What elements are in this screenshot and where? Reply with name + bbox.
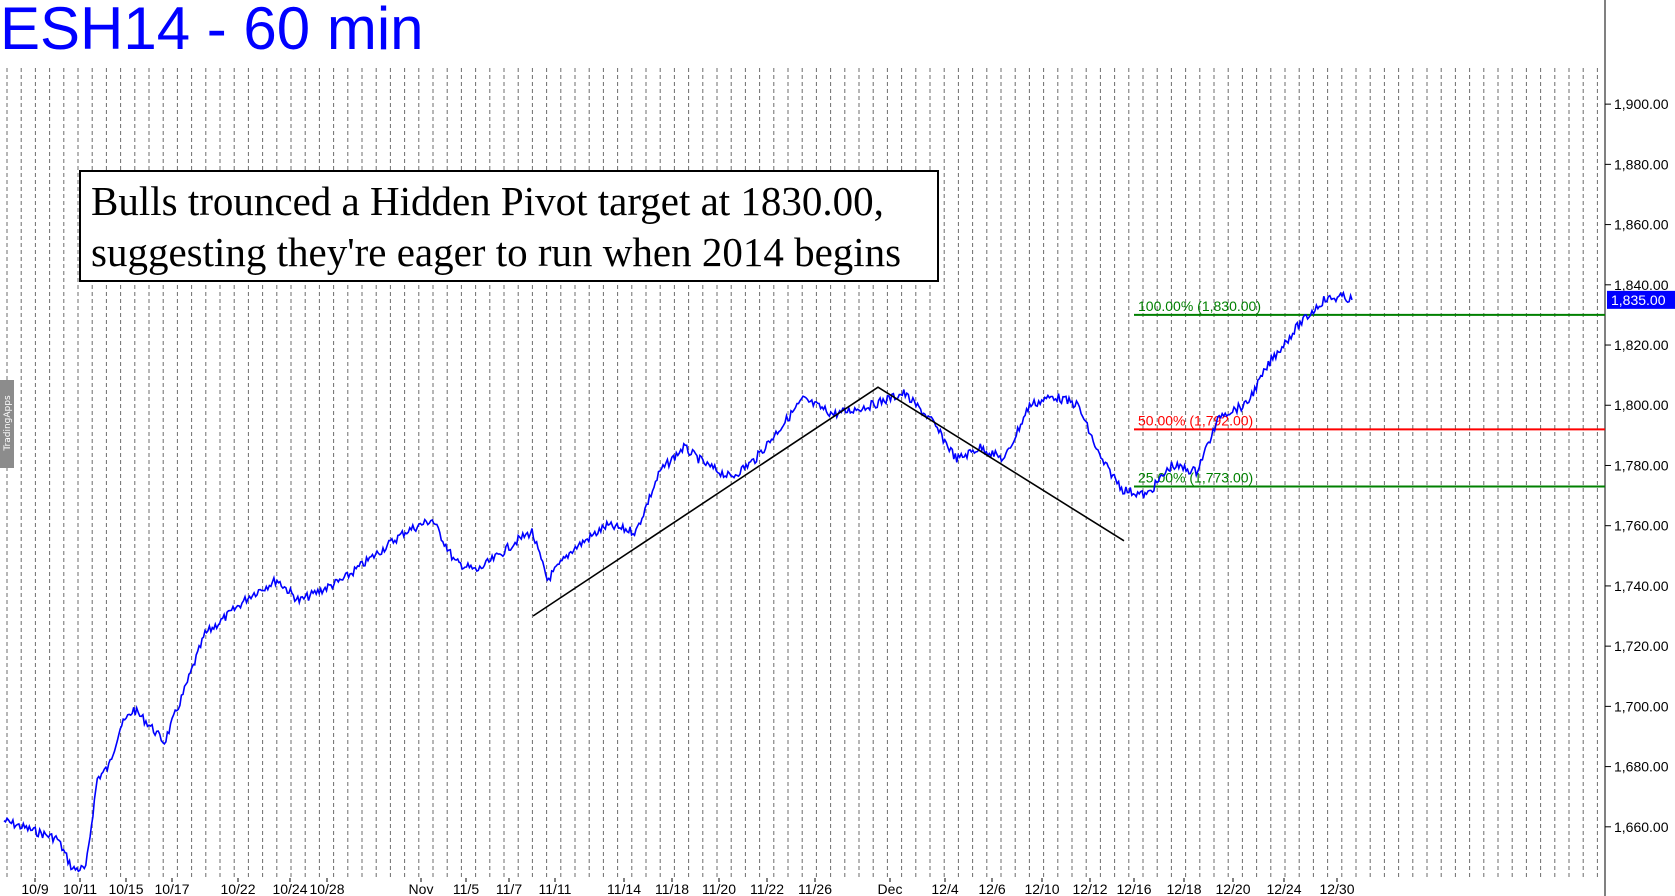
x-tick-label: 11/11: [539, 881, 572, 896]
x-tick-label: 12/24: [1266, 881, 1301, 896]
x-tick-label: 10/11: [63, 881, 97, 896]
y-tick-label: 1,700.00: [1614, 698, 1669, 714]
x-tick-label: 11/18: [655, 881, 689, 896]
y-tick-label: 1,880.00: [1614, 156, 1669, 172]
x-tick-label: 12/12: [1072, 881, 1107, 896]
y-tick-label: 1,660.00: [1614, 819, 1669, 835]
last-price-label: 1,835.00: [1611, 292, 1666, 308]
x-tick-label: 11/22: [750, 881, 784, 896]
y-tick-label: 1,760.00: [1614, 518, 1669, 534]
x-tick-label: 11/5: [453, 881, 479, 896]
x-tick-label: 10/9: [21, 881, 48, 896]
y-tick-label: 1,720.00: [1614, 638, 1669, 654]
x-tick-label: 12/6: [978, 881, 1005, 896]
y-tick-label: 1,780.00: [1614, 457, 1669, 473]
x-tick-label: 12/20: [1215, 881, 1250, 896]
x-tick-label: 10/28: [309, 881, 344, 896]
price-series-line: [3, 290, 1353, 873]
x-tick-label: 11/7: [496, 881, 522, 896]
x-tick-label: 12/16: [1116, 881, 1151, 896]
last-price-badge: [1607, 290, 1675, 309]
y-tick-label: 1,860.00: [1614, 217, 1669, 233]
brand-label: TradingApps: [3, 395, 13, 451]
pivot-abc-line: [532, 386, 1125, 617]
y-tick-label: 1,680.00: [1614, 759, 1669, 775]
x-tick-label: 10/15: [108, 881, 143, 896]
x-tick-label: 11/20: [702, 881, 736, 896]
x-tick-label: 12/18: [1166, 881, 1201, 896]
x-tick-label: 10/22: [220, 881, 255, 896]
y-tick-label: 1,740.00: [1614, 578, 1669, 594]
x-tick-label: 10/24: [272, 881, 307, 896]
x-tick-label: 12/4: [931, 881, 958, 896]
chart-title: ESH14 - 60 min: [0, 0, 424, 62]
x-tick-label: 12/10: [1024, 881, 1059, 896]
x-tick-label: 11/14: [607, 881, 641, 896]
annotation-line-2: suggesting they're eager to run when 201…: [91, 229, 902, 275]
pivot-level-label: 50.00% (1,792.00): [1138, 412, 1253, 428]
pivot-level-label: 25.00% (1,773.00): [1138, 470, 1253, 486]
pivot-level-label: 100.00% (1,830.00): [1138, 298, 1261, 314]
y-tick-label: 1,820.00: [1614, 337, 1669, 353]
brand-tab: TradingApps: [0, 380, 14, 468]
annotation-box: Bulls trounced a Hidden Pivot target at …: [79, 170, 939, 282]
x-tick-label: 10/17: [154, 881, 189, 896]
y-tick-label: 1,840.00: [1614, 277, 1669, 293]
x-tick-label: Dec: [878, 881, 903, 896]
y-tick-label: 1,900.00: [1614, 96, 1669, 112]
x-tick-label: 11/26: [798, 881, 832, 896]
y-tick-label: 1,800.00: [1614, 397, 1669, 413]
x-tick-label: 12/30: [1319, 881, 1354, 896]
x-tick-label: Nov: [409, 881, 434, 896]
annotation-line-1: Bulls trounced a Hidden Pivot target at …: [91, 178, 884, 224]
